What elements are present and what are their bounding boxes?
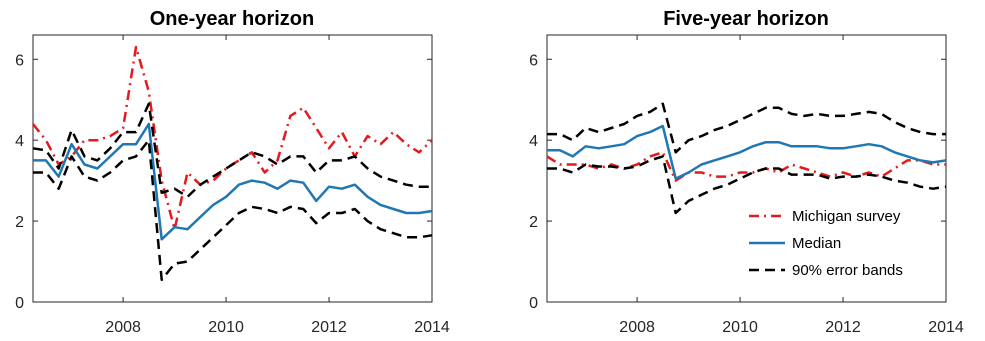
legend-label-upper: 90% error bands — [792, 262, 903, 279]
y-tick-label: 6 — [15, 52, 24, 69]
plot-area — [546, 34, 947, 303]
series-line-upper — [32, 102, 432, 199]
x-tick-label: 2010 — [208, 319, 244, 336]
series-line-median — [547, 124, 947, 180]
legend-label-michigan: Michigan survey — [792, 208, 901, 225]
series-line-lower — [33, 138, 433, 282]
panel-one-year: One-year horizon 0 2 4 6 2008 2010 2012 2014 — [15, 8, 450, 336]
x-tick-label: 2014 — [414, 319, 450, 336]
x-tick-label: 2010 — [722, 319, 758, 336]
x-tick-label: 2012 — [311, 319, 347, 336]
x-tick-label: 2008 — [105, 319, 141, 336]
series-line-median — [33, 122, 433, 241]
x-tick-label: 2014 — [928, 319, 964, 336]
chart-title: One-year horizon — [150, 8, 314, 30]
y-tick-label: 0 — [529, 295, 538, 312]
series-line-michigan — [546, 151, 946, 182]
y-tick-label: 4 — [15, 133, 24, 150]
y-tick-label: 2 — [529, 214, 538, 231]
legend-label-median: Median — [792, 235, 841, 252]
y-tick-label: 0 — [15, 295, 24, 312]
chart-title: Five-year horizon — [663, 8, 829, 30]
x-tick-label: 2008 — [619, 319, 655, 336]
panel-five-year: Five-year horizon 0 2 4 6 2008 2010 2012 2014 Mi… — [529, 8, 964, 336]
x-tick-label: 2012 — [825, 319, 861, 336]
y-tick-label: 4 — [529, 133, 538, 150]
y-tick-label: 6 — [529, 52, 538, 69]
y-tick-label: 2 — [15, 214, 24, 231]
series-line-lower — [547, 155, 947, 215]
series-line-upper — [547, 102, 946, 154]
plot-area — [32, 34, 433, 303]
